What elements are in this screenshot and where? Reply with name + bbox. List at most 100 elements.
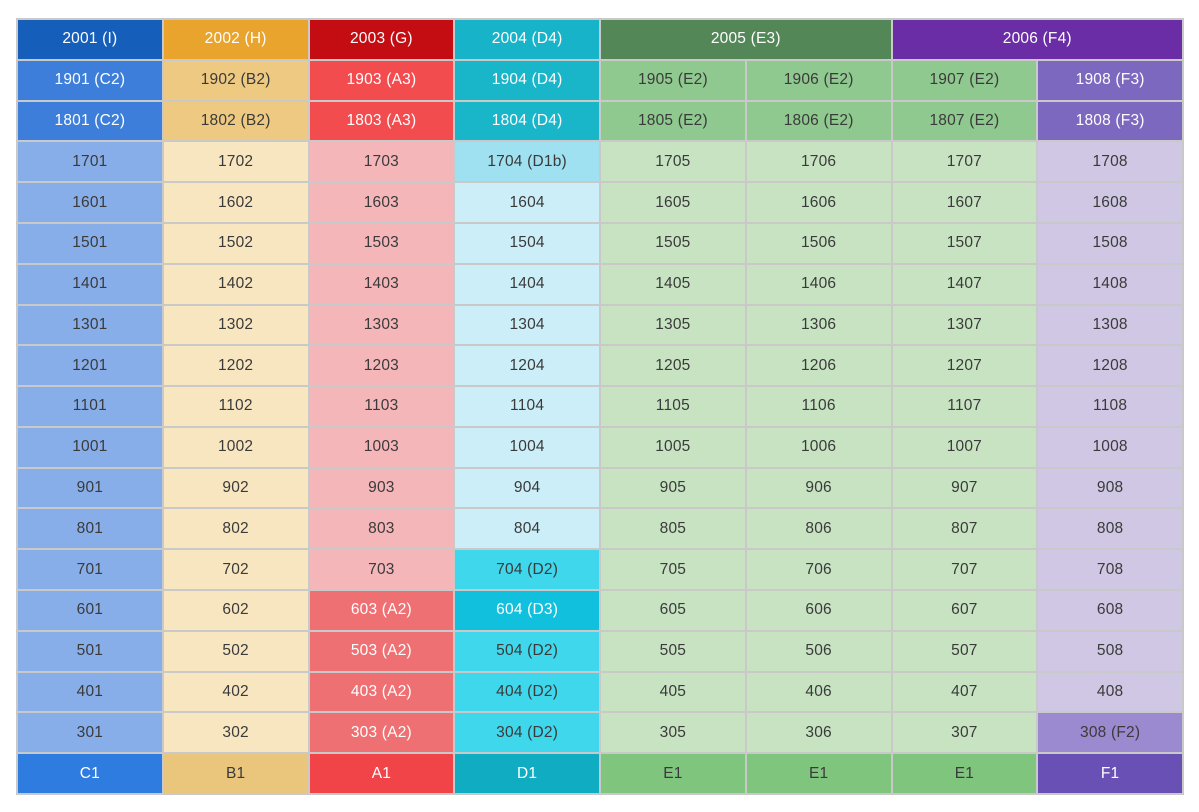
unit-cell-1302[interactable]: 1302	[163, 305, 308, 345]
unit-cell-707[interactable]: 707	[892, 550, 1037, 590]
unit-cell-902[interactable]: 902	[163, 468, 308, 508]
unit-cell-304[interactable]: 304 (D2)	[455, 713, 599, 753]
unit-cell-1105[interactable]: 1105	[601, 387, 745, 426]
unit-cell-1803[interactable]: 1803 (A3)	[309, 101, 454, 141]
unit-cell-1807[interactable]: 1807 (E2)	[892, 101, 1037, 141]
unit-cell-1906[interactable]: 1906 (E2)	[746, 60, 891, 100]
unit-cell-507[interactable]: 507	[892, 631, 1037, 671]
unit-cell-906[interactable]: 906	[746, 468, 891, 508]
unit-cell-1603[interactable]: 1603	[309, 183, 454, 222]
unit-cell-1307[interactable]: 1307	[892, 305, 1037, 345]
unit-cell-1201[interactable]: 1201	[18, 346, 162, 386]
unit-cell-905[interactable]: 905	[601, 468, 745, 508]
header-unit-cell-2005[interactable]: 2005 (E3)	[601, 20, 891, 59]
unit-cell-1801[interactable]: 1801 (C2)	[18, 101, 162, 141]
unit-cell-1808[interactable]: 1808 (F3)	[1038, 101, 1182, 141]
unit-cell-1802[interactable]: 1802 (B2)	[163, 101, 308, 141]
header-unit-cell-2004[interactable]: 2004 (D4)	[455, 20, 599, 59]
unit-cell-1203[interactable]: 1203	[309, 346, 454, 386]
unit-cell-1907[interactable]: 1907 (E2)	[892, 60, 1037, 100]
unit-cell-1806[interactable]: 1806 (E2)	[746, 101, 891, 141]
unit-cell-801[interactable]: 801	[18, 509, 162, 549]
unit-cell-606[interactable]: 606	[746, 591, 891, 630]
unit-cell-703[interactable]: 703	[309, 550, 454, 590]
unit-cell-505[interactable]: 505	[601, 631, 745, 671]
unit-cell-603[interactable]: 603 (A2)	[309, 591, 454, 630]
unit-cell-1505[interactable]: 1505	[601, 223, 745, 263]
unit-cell-1506[interactable]: 1506	[746, 223, 891, 263]
unit-cell-1707[interactable]: 1707	[892, 142, 1037, 182]
unit-cell-804[interactable]: 804	[455, 509, 599, 549]
unit-cell-1003[interactable]: 1003	[309, 427, 454, 467]
footer-type-cell-E1[interactable]: E1	[746, 754, 891, 793]
unit-cell-903[interactable]: 903	[309, 468, 454, 508]
unit-cell-1405[interactable]: 1405	[601, 264, 745, 304]
footer-type-cell-A1[interactable]: A1	[309, 754, 454, 793]
unit-cell-1306[interactable]: 1306	[746, 305, 891, 345]
unit-cell-1104[interactable]: 1104	[455, 387, 599, 426]
unit-cell-701[interactable]: 701	[18, 550, 162, 590]
unit-cell-1605[interactable]: 1605	[601, 183, 745, 222]
unit-cell-1602[interactable]: 1602	[163, 183, 308, 222]
footer-type-cell-F1[interactable]: F1	[1038, 754, 1182, 793]
unit-cell-1205[interactable]: 1205	[601, 346, 745, 386]
unit-cell-401[interactable]: 401	[18, 672, 162, 712]
unit-cell-1908[interactable]: 1908 (F3)	[1038, 60, 1182, 100]
unit-cell-705[interactable]: 705	[601, 550, 745, 590]
unit-cell-302[interactable]: 302	[163, 713, 308, 753]
unit-cell-608[interactable]: 608	[1038, 591, 1182, 630]
unit-cell-807[interactable]: 807	[892, 509, 1037, 549]
unit-cell-806[interactable]: 806	[746, 509, 891, 549]
unit-cell-501[interactable]: 501	[18, 631, 162, 671]
unit-cell-406[interactable]: 406	[746, 672, 891, 712]
unit-cell-1408[interactable]: 1408	[1038, 264, 1182, 304]
unit-cell-1207[interactable]: 1207	[892, 346, 1037, 386]
unit-cell-1101[interactable]: 1101	[18, 387, 162, 426]
unit-cell-803[interactable]: 803	[309, 509, 454, 549]
unit-cell-1006[interactable]: 1006	[746, 427, 891, 467]
unit-cell-1502[interactable]: 1502	[163, 223, 308, 263]
unit-cell-1905[interactable]: 1905 (E2)	[601, 60, 745, 100]
unit-cell-1108[interactable]: 1108	[1038, 387, 1182, 426]
unit-cell-1604[interactable]: 1604	[455, 183, 599, 222]
unit-cell-904[interactable]: 904	[455, 468, 599, 508]
unit-cell-1508[interactable]: 1508	[1038, 223, 1182, 263]
unit-cell-907[interactable]: 907	[892, 468, 1037, 508]
unit-cell-1606[interactable]: 1606	[746, 183, 891, 222]
unit-cell-704[interactable]: 704 (D2)	[455, 550, 599, 590]
unit-cell-502[interactable]: 502	[163, 631, 308, 671]
unit-cell-1008[interactable]: 1008	[1038, 427, 1182, 467]
unit-cell-506[interactable]: 506	[746, 631, 891, 671]
unit-cell-604[interactable]: 604 (D3)	[455, 591, 599, 630]
unit-cell-708[interactable]: 708	[1038, 550, 1182, 590]
unit-cell-706[interactable]: 706	[746, 550, 891, 590]
unit-cell-901[interactable]: 901	[18, 468, 162, 508]
unit-cell-404[interactable]: 404 (D2)	[455, 672, 599, 712]
unit-cell-1804[interactable]: 1804 (D4)	[455, 101, 599, 141]
unit-cell-1401[interactable]: 1401	[18, 264, 162, 304]
unit-cell-808[interactable]: 808	[1038, 509, 1182, 549]
unit-cell-1301[interactable]: 1301	[18, 305, 162, 345]
unit-cell-407[interactable]: 407	[892, 672, 1037, 712]
unit-cell-1501[interactable]: 1501	[18, 223, 162, 263]
unit-cell-802[interactable]: 802	[163, 509, 308, 549]
unit-cell-605[interactable]: 605	[601, 591, 745, 630]
unit-cell-607[interactable]: 607	[892, 591, 1037, 630]
unit-cell-1005[interactable]: 1005	[601, 427, 745, 467]
unit-cell-1607[interactable]: 1607	[892, 183, 1037, 222]
unit-cell-1007[interactable]: 1007	[892, 427, 1037, 467]
unit-cell-303[interactable]: 303 (A2)	[309, 713, 454, 753]
header-unit-cell-2001[interactable]: 2001 (I)	[18, 20, 162, 59]
unit-cell-702[interactable]: 702	[163, 550, 308, 590]
footer-type-cell-B1[interactable]: B1	[163, 754, 308, 793]
unit-cell-1001[interactable]: 1001	[18, 427, 162, 467]
unit-cell-1708[interactable]: 1708	[1038, 142, 1182, 182]
unit-cell-1901[interactable]: 1901 (C2)	[18, 60, 162, 100]
footer-type-cell-E1[interactable]: E1	[892, 754, 1037, 793]
unit-cell-1304[interactable]: 1304	[455, 305, 599, 345]
unit-cell-1704[interactable]: 1704 (D1b)	[455, 142, 599, 182]
unit-cell-908[interactable]: 908	[1038, 468, 1182, 508]
unit-cell-1706[interactable]: 1706	[746, 142, 891, 182]
unit-cell-305[interactable]: 305	[601, 713, 745, 753]
unit-cell-1504[interactable]: 1504	[455, 223, 599, 263]
